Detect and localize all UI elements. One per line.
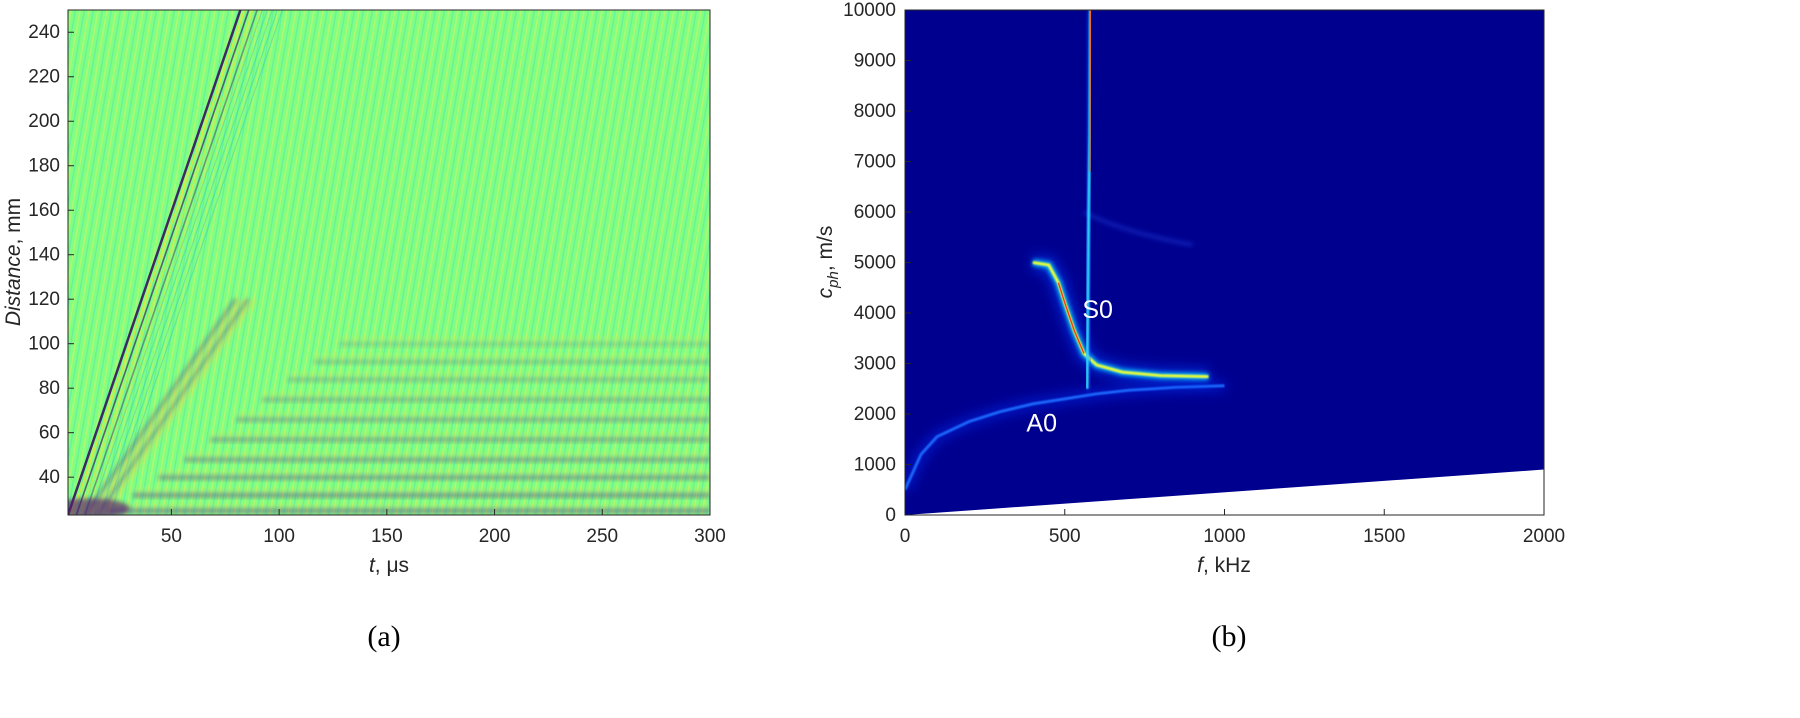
x-tick-label: 300 bbox=[694, 526, 726, 547]
y-tick-label: 180 bbox=[28, 156, 60, 177]
x-tick-label: 1500 bbox=[1363, 526, 1405, 547]
y-tick-label: 4000 bbox=[854, 303, 896, 324]
panel-b-y-axis-label: cph, m/s bbox=[814, 226, 842, 299]
wave-front-slow-front bbox=[83, 298, 256, 515]
stripe bbox=[236, 412, 710, 423]
y-tick-label: 120 bbox=[28, 289, 60, 310]
x-tick-label: 0 bbox=[900, 526, 911, 547]
stripe bbox=[287, 372, 710, 383]
origin-blob bbox=[68, 498, 130, 515]
wave-texture bbox=[68, 10, 710, 515]
panel-a-y-axis-label: Distance, mm bbox=[2, 198, 25, 326]
stripe bbox=[313, 354, 710, 365]
x-tick-label: 250 bbox=[586, 526, 618, 547]
y-tick-label: 5000 bbox=[854, 253, 896, 274]
panel-a-label: (a) bbox=[367, 620, 400, 653]
stripe bbox=[106, 503, 710, 514]
stripe bbox=[132, 487, 710, 498]
x-tick-label: 200 bbox=[479, 526, 511, 547]
y-tick-label: 6000 bbox=[854, 202, 896, 223]
x-tick-label: 500 bbox=[1049, 526, 1081, 547]
y-tick-label: 140 bbox=[28, 245, 60, 266]
panel-a-frame bbox=[67, 9, 711, 516]
stripe bbox=[158, 470, 710, 481]
y-tick-label: 60 bbox=[39, 423, 60, 444]
panel-a-y-ticks: 40 60 80 100 120 140 160 180 200 220 240 bbox=[28, 22, 74, 488]
y-tick-label: 2000 bbox=[854, 404, 896, 425]
y-tick-label: 240 bbox=[28, 22, 60, 43]
y-tick-label: 7000 bbox=[854, 152, 896, 173]
y-tick-label: 80 bbox=[39, 378, 60, 399]
mode-A0 bbox=[905, 381, 1225, 492]
y-tick-label: 200 bbox=[28, 111, 60, 132]
y-tick-label: 100 bbox=[28, 334, 60, 355]
x-tick-label: 150 bbox=[371, 526, 403, 547]
mode-S0 bbox=[1031, 254, 1209, 385]
y-tick-label: 1000 bbox=[854, 455, 896, 476]
panel-a-x-axis-label: t, μs bbox=[369, 554, 409, 577]
white-region bbox=[905, 469, 1544, 515]
panel-b-x-axis-label: f, kHz bbox=[1197, 554, 1251, 577]
panel-a: 50 100 150 200 250 300 40 60 80 100 120 140 160 180 2… bbox=[2, 9, 726, 653]
panel-b-y-ticks: 0 1000 2000 3000 4000 5000 6000 7000 8000 9000 100… bbox=[843, 0, 911, 526]
y-tick-label: 3000 bbox=[854, 354, 896, 375]
x-tick-label: 50 bbox=[161, 526, 182, 547]
stripe bbox=[184, 452, 710, 463]
panel-b: 0 500 1000 1500 2000 0 1000 2000 3000 4000 5000 60… bbox=[814, 0, 1565, 653]
mode-vertical-band bbox=[1082, 10, 1096, 515]
y-tick-label: 10000 bbox=[843, 0, 896, 21]
panel-b-marks bbox=[905, 10, 1544, 515]
y-tick-label: 40 bbox=[39, 467, 60, 488]
y-tick-label: 9000 bbox=[854, 51, 896, 72]
stripe bbox=[210, 432, 710, 443]
x-tick-label: 1000 bbox=[1203, 526, 1245, 547]
stripe bbox=[339, 336, 710, 347]
wave-front-fast-front bbox=[68, 10, 283, 515]
y-tick-label: 0 bbox=[885, 505, 896, 526]
x-tick-label: 2000 bbox=[1523, 526, 1565, 547]
y-tick-label: 220 bbox=[28, 67, 60, 88]
panel-b-label: (b) bbox=[1212, 620, 1247, 653]
panel-b-annotation-s0: S0 bbox=[1082, 296, 1113, 324]
panel-b-x-ticks: 0 500 1000 1500 2000 bbox=[900, 509, 1565, 547]
panel-a-x-ticks: 50 100 150 200 250 300 bbox=[161, 509, 726, 547]
panel-b-plot-area bbox=[905, 10, 1544, 515]
x-tick-label: 100 bbox=[263, 526, 295, 547]
y-tick-label: 160 bbox=[28, 200, 60, 221]
panel-b-annotation-a0: A0 bbox=[1026, 410, 1057, 438]
stripe bbox=[261, 392, 710, 403]
panel-a-marks bbox=[68, 10, 710, 515]
y-tick-label: 8000 bbox=[854, 101, 896, 122]
